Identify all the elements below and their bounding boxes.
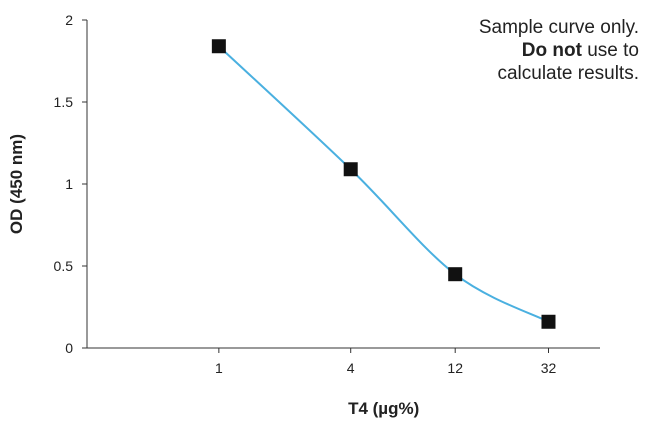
note-line-2-pre: Do	[521, 40, 553, 61]
y-ticks: 0 0.5 1 1.5 2	[54, 12, 87, 356]
note-line-2-bold: not	[552, 40, 582, 61]
y-tick-label: 0.5	[54, 258, 74, 274]
data-markers	[211, 39, 556, 329]
x-tick-label: 1	[215, 360, 223, 376]
sample-curve-note: Sample curve only. Do not use to calcula…	[479, 16, 639, 85]
note-line-2: Do not use to	[479, 39, 639, 62]
x-tick-label: 32	[541, 360, 557, 376]
x-tick-label: 12	[447, 360, 463, 376]
x-axis-title: T4 (µg%)	[348, 399, 419, 418]
data-point	[541, 314, 556, 329]
axes: 0 0.5 1 1.5 2 1 4 12 32	[54, 12, 600, 376]
y-tick-label: 1	[65, 176, 73, 192]
y-tick-label: 2	[65, 12, 73, 28]
x-tick-label: 4	[347, 360, 355, 376]
note-line-3: calculate results.	[497, 63, 639, 84]
x-ticks: 1 4 12 32	[215, 348, 557, 376]
series-line	[218, 45, 549, 323]
y-axis-title: OD (450 nm)	[7, 134, 26, 234]
note-line-2-post: use to	[581, 40, 639, 61]
data-point	[343, 162, 358, 177]
data-point	[448, 267, 463, 282]
y-tick-label: 1.5	[54, 94, 74, 110]
y-tick-label: 0	[65, 340, 73, 356]
data-point	[211, 39, 226, 54]
note-line-1: Sample curve only.	[478, 17, 639, 38]
